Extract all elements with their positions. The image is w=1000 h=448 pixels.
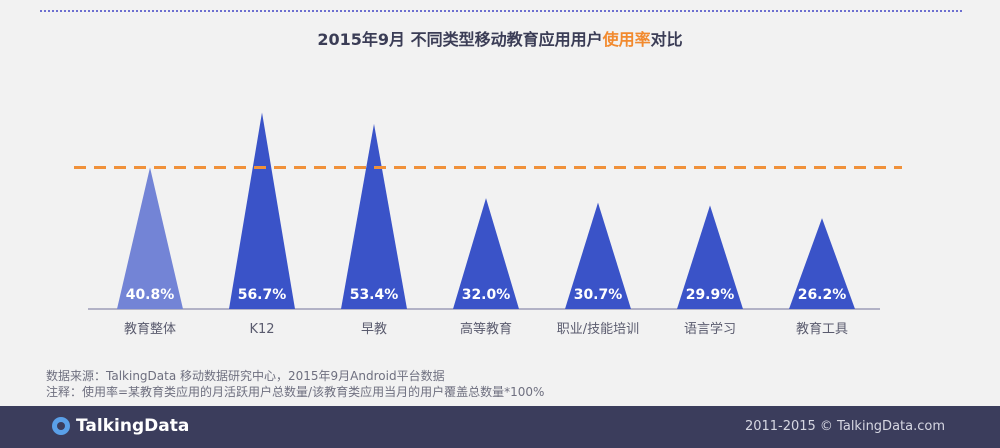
usage-rate-chart: 40.8% 教育整体 56.7% K12 53.4% 早教 32.0% 高等教育 30.7% 职业… xyxy=(74,112,902,337)
category-label-0: 教育整体 xyxy=(124,321,176,337)
value-label-5: 29.9% xyxy=(686,287,735,303)
brand-name: TalkingData xyxy=(76,416,190,436)
labels-group: 40.8% 教育整体 56.7% K12 53.4% 早教 32.0% 高等教育 30.7% 职业… xyxy=(124,287,848,337)
value-label-0: 40.8% xyxy=(126,287,175,303)
value-label-1: 56.7% xyxy=(238,287,287,303)
value-label-4: 30.7% xyxy=(574,287,623,303)
note-text: 注释：使用率=某教育类应用的月活跃用户总数量/该教育类应用当月的用户覆盖总数量*… xyxy=(46,385,545,399)
category-label-6: 教育工具 xyxy=(796,321,848,337)
footer-bar: TalkingData 2011-2015 © TalkingData.com xyxy=(0,406,1000,448)
bar-1 xyxy=(229,112,295,309)
bar-2 xyxy=(341,123,407,309)
top-dotted-divider xyxy=(40,10,962,12)
value-label-2: 53.4% xyxy=(350,287,399,303)
value-label-3: 32.0% xyxy=(462,287,511,303)
chart-title: 2015年9月 不同类型移动教育应用用户使用率对比 xyxy=(0,26,1000,50)
copyright-text: 2011-2015 © TalkingData.com xyxy=(744,419,945,434)
bar-0 xyxy=(117,167,183,309)
bar-4 xyxy=(565,202,631,309)
category-label-5: 语言学习 xyxy=(684,321,736,337)
category-label-1: K12 xyxy=(249,322,274,337)
talkingdata-logo-icon xyxy=(52,417,70,435)
bar-6 xyxy=(789,218,855,309)
category-label-4: 职业/技能培训 xyxy=(557,321,639,337)
bar-3 xyxy=(453,198,519,309)
bar-5 xyxy=(677,205,743,309)
category-label-3: 高等教育 xyxy=(460,321,512,337)
source-text: 数据来源：TalkingData 移动数据研究中心，2015年9月Android… xyxy=(46,369,445,383)
chart-title-suffix: 对比 xyxy=(650,30,683,49)
source-notes: 数据来源：TalkingData 移动数据研究中心，2015年9月Android… xyxy=(46,368,544,400)
chart-title-prefix: 2015年9月 不同类型移动教育应用用户 xyxy=(317,30,603,49)
category-label-2: 早教 xyxy=(361,321,387,337)
chart-title-highlight: 使用率 xyxy=(602,30,651,49)
brand-logo: TalkingData xyxy=(52,416,189,436)
value-label-6: 26.2% xyxy=(798,287,847,303)
bars-group xyxy=(117,112,855,309)
